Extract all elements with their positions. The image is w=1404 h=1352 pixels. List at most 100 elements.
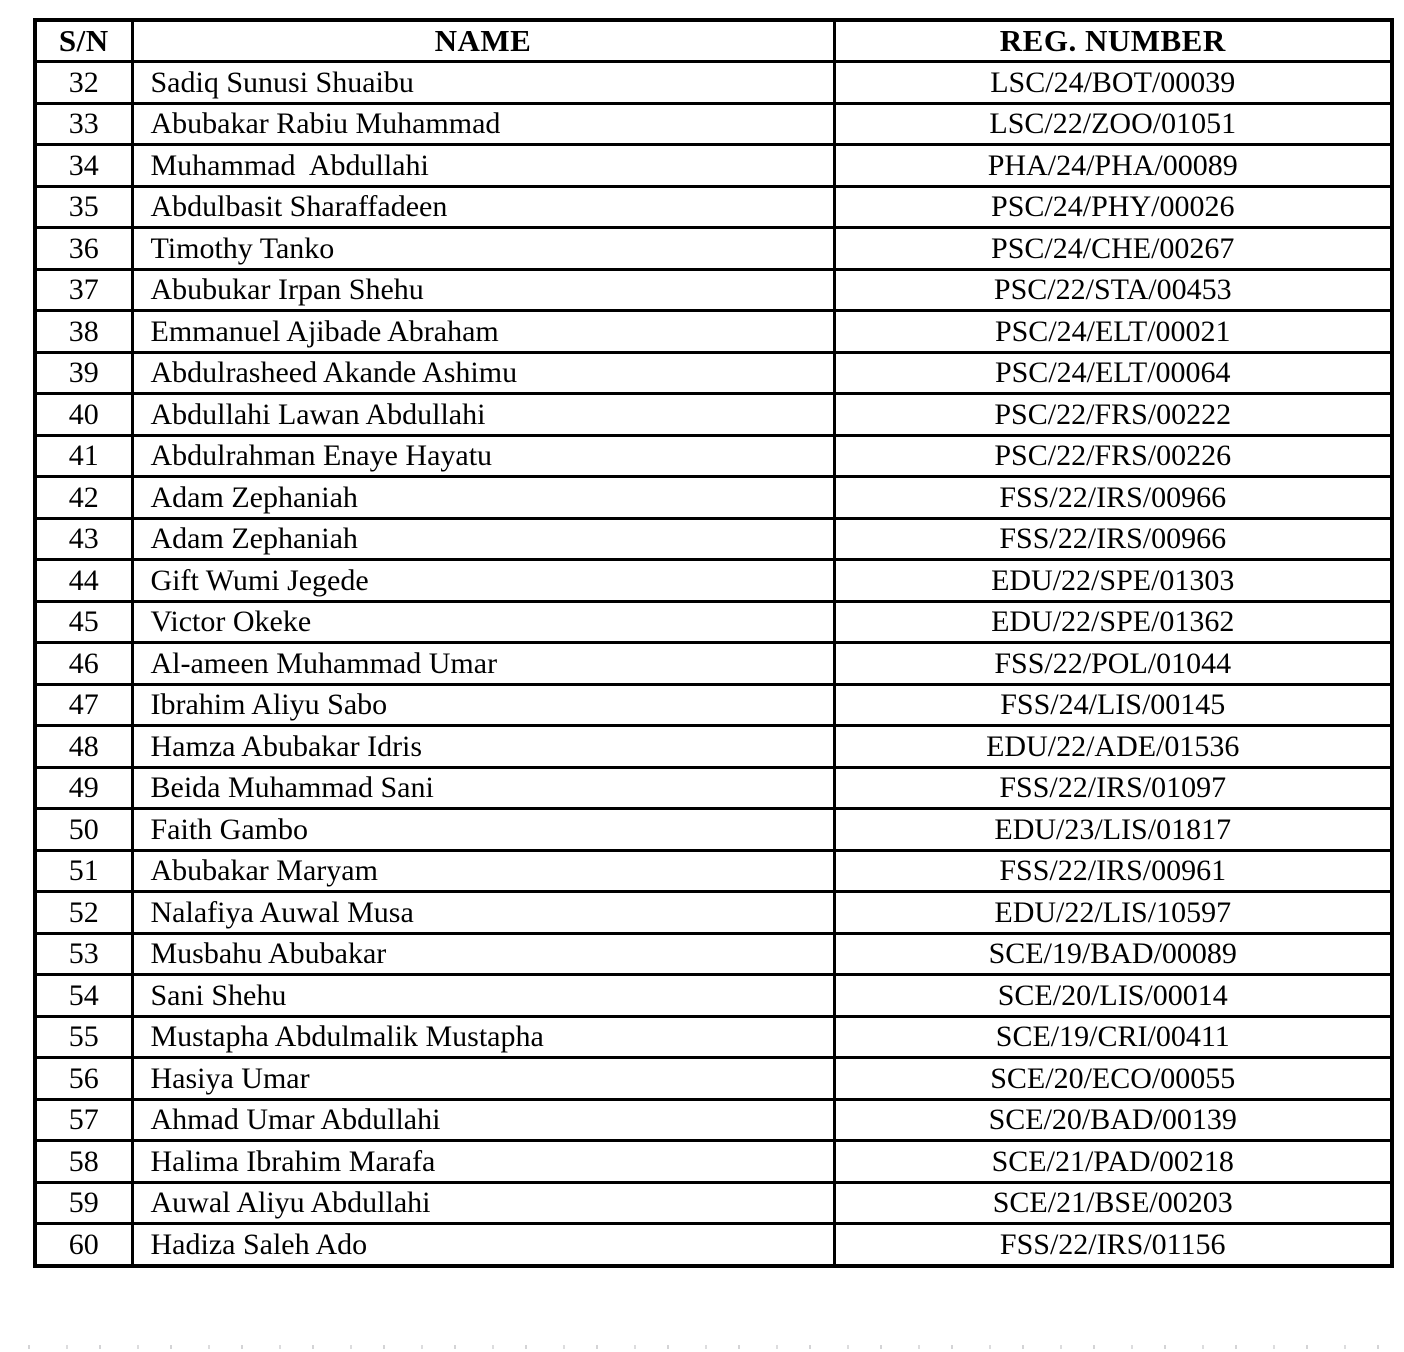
- reg-number-cell: PSC/24/CHE/00267: [832, 226, 1394, 271]
- reg-number-cell: FSS/24/LIS/00145: [832, 682, 1394, 727]
- reg-number-cell: SCE/21/BSE/00203: [832, 1180, 1394, 1225]
- serial-number-cell: 50: [33, 807, 134, 852]
- table-row: 44 Gift Wumi Jegede EDU/22/SPE/01303: [33, 558, 1394, 603]
- table-row: 59 Auwal Aliyu Abdullahi SCE/21/BSE/0020…: [33, 1180, 1394, 1225]
- student-name-cell: Abubukar Irpan Shehu: [130, 267, 836, 312]
- student-name-cell: Sani Shehu: [130, 973, 836, 1018]
- student-name-cell: Gift Wumi Jegede: [130, 558, 836, 603]
- reg-number-cell: FSS/22/IRS/00966: [832, 516, 1394, 561]
- serial-number-cell: 36: [33, 226, 134, 271]
- table-row: 34 Muhammad Abdullahi PHA/24/PHA/00089: [33, 143, 1394, 188]
- serial-number-cell: 58: [33, 1139, 134, 1184]
- table-row: 43 Adam Zephaniah FSS/22/IRS/00966: [33, 516, 1394, 561]
- student-name-cell: Abdulrahman Enaye Hayatu: [130, 433, 836, 478]
- table-row: 47 Ibrahim Aliyu Sabo FSS/24/LIS/00145: [33, 682, 1394, 727]
- student-name-cell: Abubakar Maryam: [130, 848, 836, 893]
- student-name-cell: Auwal Aliyu Abdullahi: [130, 1180, 836, 1225]
- column-header-sn: S/N: [33, 18, 134, 63]
- serial-number-cell: 52: [33, 890, 134, 935]
- student-name-cell: Hasiya Umar: [130, 1056, 836, 1101]
- table-row: 50 Faith Gambo EDU/23/LIS/01817: [33, 807, 1394, 852]
- student-name-cell: Hamza Abubakar Idris: [130, 724, 836, 769]
- table-row: 58 Halima Ibrahim Marafa SCE/21/PAD/0021…: [33, 1139, 1394, 1184]
- student-name-cell: Emmanuel Ajibade Abraham: [130, 309, 836, 354]
- serial-number-cell: 54: [33, 973, 134, 1018]
- table-row: 32 Sadiq Sunusi Shuaibu LSC/24/BOT/00039: [33, 60, 1394, 105]
- student-name-cell: Mustapha Abdulmalik Mustapha: [130, 1014, 836, 1059]
- serial-number-cell: 33: [33, 101, 134, 146]
- table-row: 37 Abubukar Irpan Shehu PSC/22/STA/00453: [33, 267, 1394, 312]
- serial-number-cell: 51: [33, 848, 134, 893]
- reg-number-cell: EDU/23/LIS/01817: [832, 807, 1394, 852]
- table-row: 41 Abdulrahman Enaye Hayatu PSC/22/FRS/0…: [33, 433, 1394, 478]
- table-row: 38 Emmanuel Ajibade Abraham PSC/24/ELT/0…: [33, 309, 1394, 354]
- reg-number-cell: FSS/22/IRS/01097: [832, 765, 1394, 810]
- student-name-cell: Faith Gambo: [130, 807, 836, 852]
- table-row: 35 Abdulbasit Sharaffadeen PSC/24/PHY/00…: [33, 184, 1394, 229]
- serial-number-cell: 59: [33, 1180, 134, 1225]
- serial-number-cell: 44: [33, 558, 134, 603]
- reg-number-cell: PSC/22/STA/00453: [832, 267, 1394, 312]
- table-row: 36 Timothy Tanko PSC/24/CHE/00267: [33, 226, 1394, 271]
- table-row: 60 Hadiza Saleh Ado FSS/22/IRS/01156: [33, 1222, 1394, 1267]
- serial-number-cell: 37: [33, 267, 134, 312]
- serial-number-cell: 39: [33, 350, 134, 395]
- header-row: S/N NAME REG. NUMBER: [33, 18, 1394, 63]
- reg-number-cell: SCE/20/ECO/00055: [832, 1056, 1394, 1101]
- reg-number-cell: EDU/22/ADE/01536: [832, 724, 1394, 769]
- table-row: 54 Sani Shehu SCE/20/LIS/00014: [33, 973, 1394, 1018]
- student-name-cell: Halima Ibrahim Marafa: [130, 1139, 836, 1184]
- student-name-cell: Beida Muhammad Sani: [130, 765, 836, 810]
- student-registration-table: S/N NAME REG. NUMBER 32 Sadiq Sunusi Shu…: [33, 18, 1394, 1268]
- column-header-reg: REG. NUMBER: [832, 18, 1394, 63]
- reg-number-cell: PHA/24/PHA/00089: [832, 143, 1394, 188]
- serial-number-cell: 32: [33, 60, 134, 105]
- table-row: 45 Victor Okeke EDU/22/SPE/01362: [33, 599, 1394, 644]
- serial-number-cell: 38: [33, 309, 134, 354]
- reg-number-cell: FSS/22/POL/01044: [832, 641, 1394, 686]
- serial-number-cell: 42: [33, 475, 134, 520]
- student-name-cell: Timothy Tanko: [130, 226, 836, 271]
- serial-number-cell: 55: [33, 1014, 134, 1059]
- student-name-cell: Abdulrasheed Akande Ashimu: [130, 350, 836, 395]
- serial-number-cell: 56: [33, 1056, 134, 1101]
- student-name-cell: Nalafiya Auwal Musa: [130, 890, 836, 935]
- student-name-cell: Sadiq Sunusi Shuaibu: [130, 60, 836, 105]
- table-row: 48 Hamza Abubakar Idris EDU/22/ADE/01536: [33, 724, 1394, 769]
- table-row: 33 Abubakar Rabiu Muhammad LSC/22/ZOO/01…: [33, 101, 1394, 146]
- reg-number-cell: SCE/19/BAD/00089: [832, 931, 1394, 976]
- student-name-cell: Abubakar Rabiu Muhammad: [130, 101, 836, 146]
- reg-number-cell: PSC/22/FRS/00226: [832, 433, 1394, 478]
- table-row: 40 Abdullahi Lawan Abdullahi PSC/22/FRS/…: [33, 392, 1394, 437]
- student-name-cell: Abdullahi Lawan Abdullahi: [130, 392, 836, 437]
- student-name-cell: Muhammad Abdullahi: [130, 143, 836, 188]
- table-row: 53 Musbahu Abubakar SCE/19/BAD/00089: [33, 931, 1394, 976]
- reg-number-cell: FSS/22/IRS/00961: [832, 848, 1394, 893]
- cropped-bottom-text-remnant: [28, 1345, 1388, 1349]
- reg-number-cell: FSS/22/IRS/00966: [832, 475, 1394, 520]
- serial-number-cell: 40: [33, 392, 134, 437]
- table-row: 39 Abdulrasheed Akande Ashimu PSC/24/ELT…: [33, 350, 1394, 395]
- student-name-cell: Adam Zephaniah: [130, 516, 836, 561]
- reg-number-cell: SCE/21/PAD/00218: [832, 1139, 1394, 1184]
- serial-number-cell: 48: [33, 724, 134, 769]
- serial-number-cell: 47: [33, 682, 134, 727]
- reg-number-cell: PSC/24/ELT/00064: [832, 350, 1394, 395]
- student-name-cell: Ahmad Umar Abdullahi: [130, 1097, 836, 1142]
- serial-number-cell: 45: [33, 599, 134, 644]
- student-name-cell: Adam Zephaniah: [130, 475, 836, 520]
- column-header-name: NAME: [130, 18, 836, 63]
- serial-number-cell: 57: [33, 1097, 134, 1142]
- serial-number-cell: 60: [33, 1222, 134, 1267]
- table-row: 42 Adam Zephaniah FSS/22/IRS/00966: [33, 475, 1394, 520]
- reg-number-cell: PSC/22/FRS/00222: [832, 392, 1394, 437]
- serial-number-cell: 41: [33, 433, 134, 478]
- table-row: 55 Mustapha Abdulmalik Mustapha SCE/19/C…: [33, 1014, 1394, 1059]
- serial-number-cell: 43: [33, 516, 134, 561]
- reg-number-cell: SCE/20/BAD/00139: [832, 1097, 1394, 1142]
- reg-number-cell: EDU/22/SPE/01362: [832, 599, 1394, 644]
- reg-number-cell: LSC/24/BOT/00039: [832, 60, 1394, 105]
- table-row: 46 Al-ameen Muhammad Umar FSS/22/POL/010…: [33, 641, 1394, 686]
- table-row: 57 Ahmad Umar Abdullahi SCE/20/BAD/00139: [33, 1097, 1394, 1142]
- serial-number-cell: 46: [33, 641, 134, 686]
